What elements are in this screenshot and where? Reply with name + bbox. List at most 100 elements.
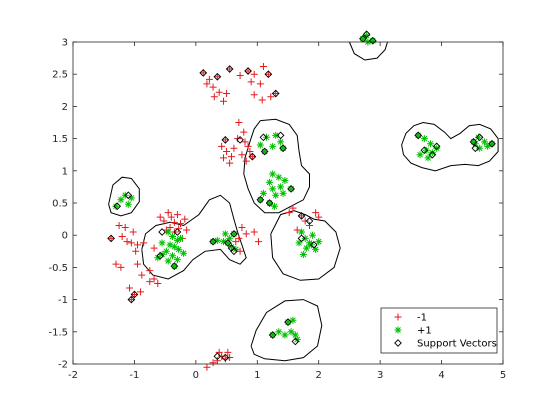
point-s0-42: [173, 211, 181, 219]
point-s0-40: [167, 213, 175, 221]
point-s0-48: [183, 226, 191, 234]
point-s0-63: [117, 263, 125, 271]
point-s0-69: [154, 280, 162, 287]
point-s1-69: [474, 133, 482, 141]
point-s2-29: [297, 212, 306, 220]
point-s0-64: [134, 260, 141, 268]
point-s0-37: [156, 213, 164, 221]
point-s0-56: [123, 238, 131, 246]
point-s1-75: [269, 331, 277, 339]
boundary-contour-1: [401, 121, 499, 172]
point-s2-12: [279, 144, 287, 153]
y-tick-label-2: -1: [58, 295, 68, 306]
point-s2-13: [256, 195, 265, 204]
point-s1-72: [476, 144, 484, 152]
point-s1-16: [287, 185, 295, 193]
point-s2-2: [225, 65, 234, 73]
point-s0-21: [235, 119, 243, 126]
point-s1-13: [259, 189, 267, 197]
point-s2-44: [368, 36, 377, 45]
y-tick-label-3: -0.5: [48, 263, 68, 274]
point-s1-45: [227, 243, 235, 251]
point-s2-17: [124, 191, 133, 200]
point-s0-84: [301, 217, 309, 225]
point-s0-7: [223, 90, 231, 98]
point-s2-1: [213, 72, 222, 81]
point-s1-80: [284, 318, 292, 326]
legend-marker-2: [394, 339, 402, 347]
point-s0-33: [246, 147, 254, 155]
boundary-contour-0: [348, 41, 388, 61]
point-s1-37: [177, 234, 184, 242]
point-s2-3: [244, 67, 252, 75]
point-s1-24: [127, 194, 135, 202]
point-s0-14: [264, 70, 272, 78]
point-s0-85: [306, 222, 313, 230]
point-s0-55: [118, 232, 126, 240]
point-s1-22: [112, 202, 120, 210]
point-s1-42: [226, 234, 234, 242]
point-s2-32: [420, 146, 429, 155]
point-s1-1: [272, 131, 280, 139]
point-s0-38: [160, 217, 168, 225]
point-s1-11: [269, 185, 277, 193]
point-s2-30: [305, 217, 314, 225]
point-s1-10: [277, 183, 285, 191]
point-s1-35: [164, 257, 172, 265]
point-s2-19: [156, 251, 165, 260]
point-s2-21: [173, 228, 182, 236]
point-s0-78: [255, 238, 263, 246]
point-s2-37: [488, 139, 496, 148]
point-s0-46: [177, 220, 184, 228]
point-s0-65: [138, 271, 146, 279]
point-s1-70: [481, 138, 489, 146]
point-s0-35: [248, 153, 256, 161]
point-s1-2: [277, 138, 285, 146]
point-s2-7: [221, 136, 230, 144]
point-s0-53: [129, 228, 137, 236]
point-s1-4: [261, 147, 269, 155]
point-s0-15: [256, 80, 264, 88]
point-s2-33: [428, 150, 437, 159]
point-s1-6: [279, 144, 287, 152]
point-s1-23: [124, 200, 132, 208]
point-s0-61: [150, 244, 158, 252]
axes: -2 -1 0 1 2 3 4 5 -2 -1.5 -1 -0.5 0 0.5 1 1.5 2 2.5 3: [48, 38, 506, 382]
point-s0-60: [132, 247, 140, 255]
point-s2-4: [264, 70, 273, 79]
point-s1-39: [154, 254, 162, 262]
point-s0-29: [220, 154, 227, 162]
point-s1-43: [230, 230, 238, 238]
point-s0-20: [272, 90, 280, 98]
point-s2-49: [130, 290, 139, 299]
x-tick-label-6: 4: [438, 370, 444, 381]
point-s0-92: [213, 357, 221, 365]
point-s2-20: [170, 262, 179, 270]
point-s0-3: [203, 80, 211, 88]
point-s1-28: [170, 243, 178, 251]
point-s2-31: [414, 131, 423, 140]
legend-label-0: -1: [417, 313, 427, 324]
point-s0-25: [221, 136, 229, 144]
point-s1-71: [484, 142, 492, 150]
x-tick-label-4: 2: [316, 370, 322, 381]
point-s2-35: [469, 137, 478, 146]
point-s0-73: [137, 288, 145, 296]
y-tick-label-7: 1.5: [52, 134, 68, 145]
point-s0-87: [315, 213, 323, 221]
x-tick-label-2: 0: [193, 370, 199, 381]
y-tick-label-0: -2: [58, 360, 68, 371]
point-s2-22: [230, 230, 238, 238]
point-s0-67: [150, 275, 158, 283]
point-s0-75: [242, 230, 250, 238]
point-s1-19: [256, 196, 264, 204]
point-s1-14: [272, 191, 280, 199]
point-s1-18: [270, 202, 278, 210]
point-s1-44: [224, 239, 232, 247]
point-s1-62: [427, 140, 435, 148]
point-s0-24: [241, 138, 249, 146]
x-tick-label-3: 1: [254, 370, 260, 381]
point-s1-66: [433, 144, 441, 152]
y-tick-label-5: 0.5: [52, 199, 68, 210]
boundary-contour-6: [250, 299, 323, 362]
